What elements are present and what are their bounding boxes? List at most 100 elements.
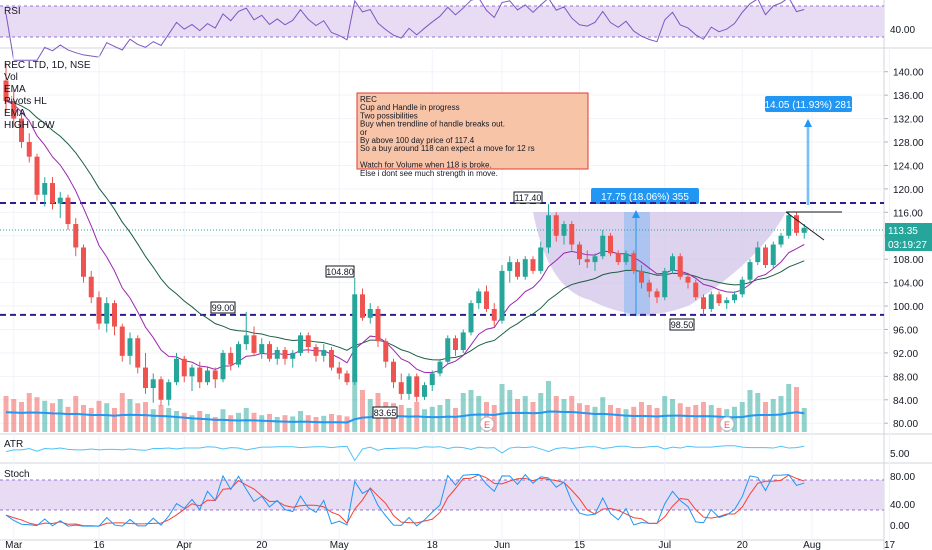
volume-bar <box>267 414 272 432</box>
volume-bar <box>119 393 125 432</box>
volume-bar <box>212 417 218 432</box>
candle-body <box>623 253 629 263</box>
price-tick-label: 124.00 <box>893 161 924 172</box>
legend-item: EMA <box>4 108 26 119</box>
candle-body <box>708 294 714 309</box>
candle-body <box>112 303 117 327</box>
note-box[interactable] <box>356 92 589 170</box>
pivot-label-high: 99.00 <box>212 303 235 313</box>
volume-bar <box>491 405 497 432</box>
volume-bars <box>3 375 807 432</box>
price-tick-label: 108.00 <box>893 255 924 266</box>
volume-bar <box>507 390 513 432</box>
candle-body <box>801 227 807 233</box>
candle-body <box>11 101 17 119</box>
time-tick-label: Aug <box>803 540 821 550</box>
volume-bar <box>584 405 590 432</box>
candle-body <box>429 373 435 386</box>
earnings-marker[interactable] <box>479 416 495 432</box>
candle-body <box>460 332 466 350</box>
countdown-value: 03:19:27 <box>888 240 927 251</box>
earnings-marker[interactable] <box>719 416 735 432</box>
candle-body <box>42 183 48 195</box>
volume-bar <box>88 408 94 432</box>
candle-body <box>631 253 637 271</box>
legend-item: Pivots HL <box>4 96 47 107</box>
candle-body <box>228 352 234 365</box>
candle-body <box>615 253 621 263</box>
volume-bar <box>623 409 629 432</box>
candles <box>3 62 807 406</box>
rsi-axis-tick: 40.00 <box>890 25 915 36</box>
candle-body <box>375 308 381 342</box>
volume-bar <box>274 417 280 432</box>
candle-body <box>484 291 489 309</box>
volume-bar <box>437 405 443 432</box>
candle-body <box>166 382 172 400</box>
candle-body <box>383 341 389 362</box>
note-line: By above 100 day price of 117.4 <box>360 136 475 145</box>
stoch-k-line <box>5 473 805 527</box>
time-tick-label: 18 <box>427 540 439 550</box>
volume-bar <box>794 387 799 432</box>
volume-bar <box>360 390 365 432</box>
volume-bar <box>801 408 807 432</box>
earnings-marker-label: E <box>724 420 730 430</box>
candle-body <box>212 370 218 380</box>
candle-body <box>685 276 691 283</box>
volume-bar <box>429 406 435 432</box>
time-axis[interactable]: Mar16Apr20May18Jun15Jul20Aug17Sep <box>5 540 932 550</box>
price-tick-label: 84.00 <box>893 396 918 407</box>
note-text: REC Cup and Handle in progress Two possibi… <box>360 95 535 178</box>
price-tick-label: 140.00 <box>893 68 924 79</box>
stoch-title: Stoch <box>4 469 30 480</box>
volume-bar <box>81 405 86 432</box>
candle-body <box>422 385 427 397</box>
candle-body <box>127 338 133 356</box>
time-tick-label: Apr <box>176 540 192 550</box>
volume-bar <box>150 409 156 432</box>
candle-body <box>445 338 451 362</box>
rsi-panel: RSI 40.00 <box>0 0 915 61</box>
candle-body <box>786 215 792 236</box>
candle-body <box>561 224 567 236</box>
volume-bar <box>708 405 714 432</box>
candle-body <box>143 367 148 389</box>
countdown-tag <box>885 237 932 251</box>
last-price-value: 113.35 <box>888 226 918 237</box>
volume-bar <box>639 402 644 432</box>
volume-bar <box>174 411 179 432</box>
event-markers[interactable]: E E <box>479 416 735 432</box>
candle-body <box>546 215 551 248</box>
candle-body <box>88 276 94 298</box>
target-arrow-head <box>804 119 812 127</box>
candle-body <box>755 247 761 263</box>
pivot-label-box <box>372 406 398 419</box>
volume-bar <box>592 406 598 432</box>
volume-bar <box>259 415 265 432</box>
candle-body <box>73 224 79 248</box>
volume-bar <box>50 403 55 432</box>
note-line: Buy when trendline of handle breaks out. <box>360 120 505 129</box>
handle-trendline[interactable] <box>785 211 825 241</box>
note-line: Else i dont see much strength in move. <box>360 169 498 178</box>
stoch-d-line <box>5 474 805 527</box>
candle-body <box>453 338 458 350</box>
volume-bar <box>57 399 63 432</box>
time-tick-label: May <box>330 540 349 550</box>
volume-bar <box>685 406 691 432</box>
candle-body <box>236 344 241 365</box>
candle-body <box>3 80 9 102</box>
volume-bar <box>677 403 683 432</box>
candle-body <box>298 335 303 353</box>
candle-body <box>654 291 660 298</box>
candle-body <box>57 197 63 204</box>
volume-bar <box>158 405 164 432</box>
stoch-axis-tick: 80.00 <box>890 472 915 483</box>
volume-bar <box>321 415 327 432</box>
volume-bar <box>468 390 474 432</box>
candle-body <box>360 294 365 318</box>
candle-body <box>468 303 474 333</box>
candle-body <box>608 235 613 254</box>
